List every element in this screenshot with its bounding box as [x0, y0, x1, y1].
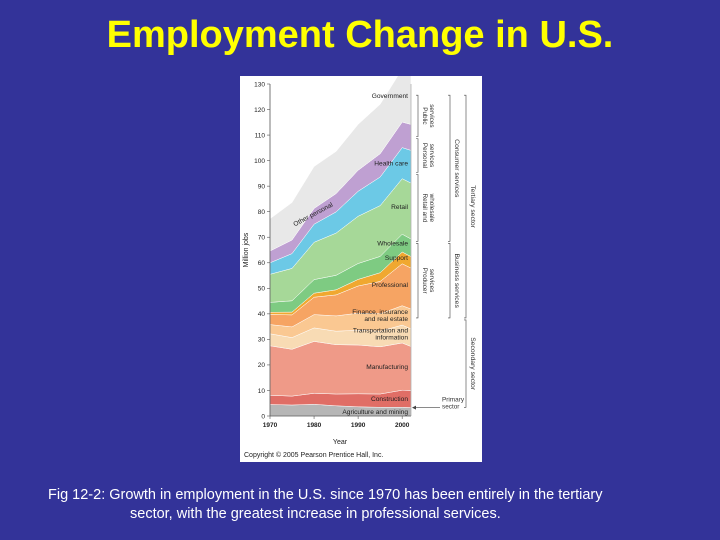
y-tick-label: 80: [258, 209, 266, 216]
bracket-retail-and-wholesale: [416, 174, 419, 242]
segment-label: Manufacturing: [366, 364, 408, 371]
segment-label: Agriculture and mining: [342, 409, 408, 416]
x-tick-labels: 1970 1980 1990 2000: [263, 416, 410, 429]
group-label: wholesale: [428, 193, 435, 223]
group-label: services: [428, 269, 435, 292]
x-tick-label: 1980: [307, 422, 322, 429]
copyright-text: Copyright © 2005 Pearson Prentice Hall, …: [244, 451, 383, 459]
group-label: Secondary sector: [469, 337, 476, 391]
axes: [269, 84, 412, 417]
group-label: Public: [421, 107, 428, 125]
segment-label: information: [375, 335, 408, 342]
segment-label: Support: [385, 255, 408, 262]
y-tick-labels: 0 10 20 30 40 50 60 70 80 90 100 110 120 130: [254, 81, 270, 420]
y-tick-label: 10: [258, 388, 266, 395]
segment-label: Wholesale: [377, 240, 408, 247]
group-label: Personal: [421, 143, 428, 168]
group-label: services: [428, 144, 435, 167]
y-tick-label: 50: [258, 286, 266, 293]
caption-line-2: sector, with the greatest increase in pr…: [130, 506, 501, 522]
primary-arrow-head: [412, 405, 416, 410]
segment-label: Government: [372, 93, 408, 100]
y-tick-label: 90: [258, 183, 266, 190]
primary-sector-label: Primary: [442, 397, 465, 404]
figure-caption: Fig 12-2: Growth in employment in the U.…: [48, 486, 688, 524]
bracket-producer-services: [416, 243, 419, 319]
y-tick-label: 30: [258, 337, 266, 344]
y-tick-label: 60: [258, 260, 266, 267]
segment-label: and real estate: [364, 316, 408, 323]
segment-label: Construction: [371, 396, 408, 403]
x-axis-label: Year: [333, 439, 348, 446]
group-label: Retail and: [421, 193, 428, 222]
bracket-personal-services: [416, 138, 419, 173]
y-tick-label: 130: [254, 81, 265, 88]
segment-label: Transportation and: [353, 328, 408, 335]
primary-sector-label: sector: [442, 404, 460, 411]
caption-line-1: Fig 12-2: Growth in employment in the U.…: [48, 487, 603, 503]
bracket-business-services: [448, 243, 451, 319]
y-tick-label: 40: [258, 311, 266, 318]
y-tick-label: 120: [254, 107, 265, 114]
y-tick-label: 70: [258, 235, 266, 242]
y-tick-label: 0: [261, 413, 265, 420]
bracket-consumer-services: [448, 94, 451, 242]
group-label: Producer: [421, 268, 428, 295]
x-tick-label: 2000: [395, 422, 410, 429]
group-label: Business services: [453, 253, 460, 308]
y-axis-label: Million jobs: [243, 232, 250, 267]
stacked-area-chart: 0 10 20 30 40 50 60 70 80 90 100 110 120 130 1970 1980…: [243, 76, 476, 459]
y-tick-label: 20: [258, 362, 266, 369]
slide-title: Employment Change in U.S.: [106, 14, 614, 56]
group-label: Consumer services: [453, 139, 460, 198]
y-tick-label: 110: [255, 132, 266, 139]
segment-label: Retail: [391, 204, 408, 211]
segment-label: Professional: [372, 282, 409, 289]
y-tick-label: 100: [254, 158, 265, 165]
chart-figure: 0 10 20 30 40 50 60 70 80 90 100 110 120 130 1970 1980…: [240, 76, 482, 462]
bracket-tertiary-sector: [464, 94, 467, 319]
bracket-public-services: [416, 94, 419, 137]
segment-label: Health care: [374, 160, 408, 167]
bracket-secondary-sector: [464, 319, 467, 408]
x-tick-label: 1970: [263, 422, 278, 429]
group-label: Tertiary sector: [469, 185, 476, 228]
x-tick-label: 1990: [351, 422, 366, 429]
group-label: services: [428, 104, 435, 127]
segment-label: Finance, insurance: [352, 309, 408, 316]
